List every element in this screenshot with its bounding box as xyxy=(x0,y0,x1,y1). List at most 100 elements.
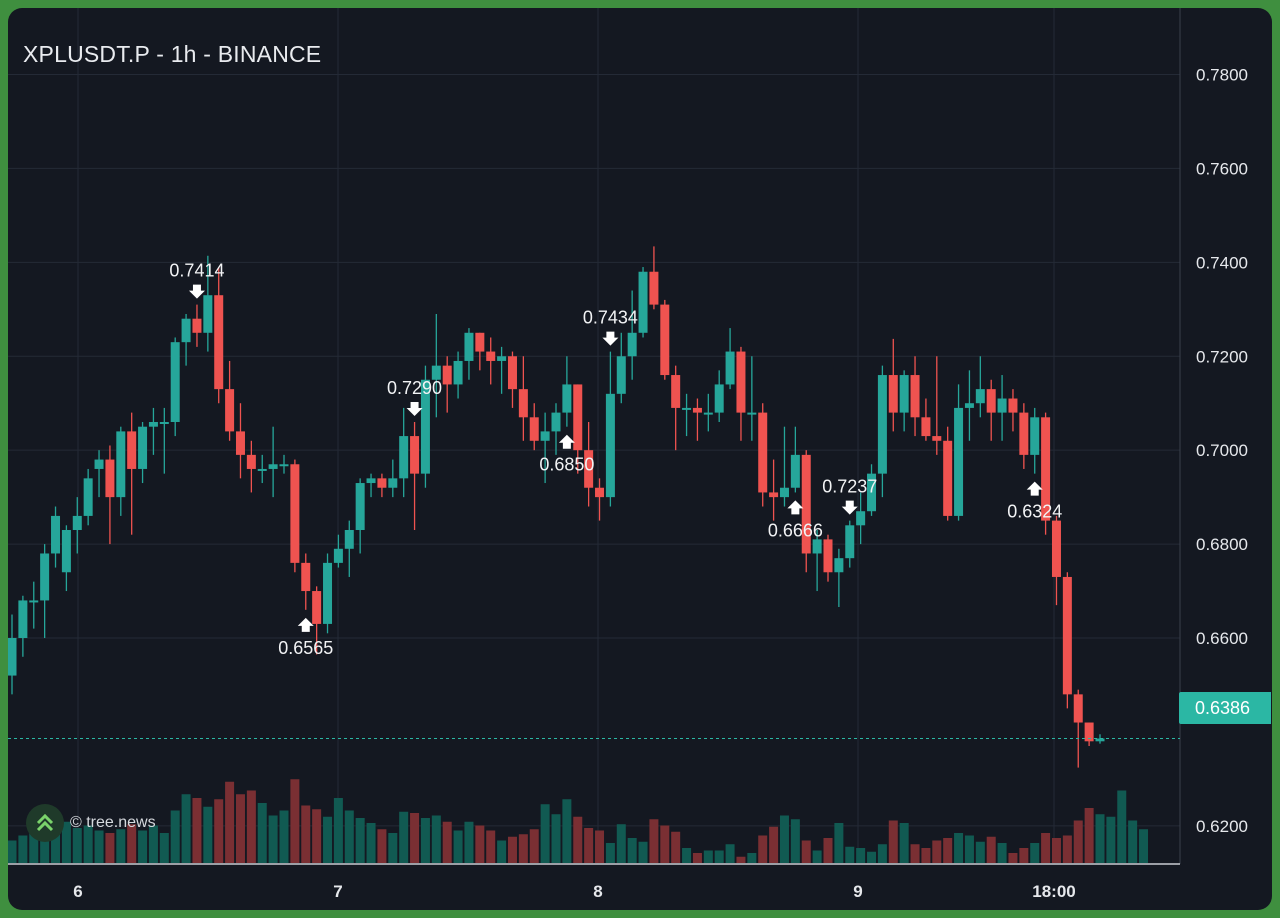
candle-body xyxy=(148,422,158,427)
y-tick-label: 0.7000 xyxy=(1196,441,1248,460)
candle-body xyxy=(431,365,441,380)
volume-bar xyxy=(181,794,191,863)
volume-bar xyxy=(388,833,398,863)
candle-body xyxy=(975,389,985,404)
candle-body xyxy=(290,464,300,563)
candle-body xyxy=(235,431,245,455)
candle-body xyxy=(83,478,93,516)
y-tick-label: 0.6600 xyxy=(1196,629,1248,648)
candle-body xyxy=(257,468,267,471)
candle-body xyxy=(845,525,855,559)
candle-body xyxy=(388,478,398,488)
volume-bar xyxy=(290,779,300,863)
up-arrow-icon xyxy=(558,434,575,449)
volume-bar xyxy=(736,856,746,863)
volume-bar xyxy=(1051,838,1061,863)
swing-low-label: 0.6324 xyxy=(1007,502,1062,522)
candle-body xyxy=(790,454,800,488)
candle-body xyxy=(181,318,191,343)
volume-bar xyxy=(943,838,953,863)
candle-body xyxy=(344,530,354,549)
swing-high-label: 0.7237 xyxy=(822,477,877,497)
volume-bar xyxy=(235,794,245,863)
candle-body xyxy=(877,375,887,474)
volume-bar xyxy=(997,843,1007,863)
volume-bar xyxy=(127,824,137,863)
volume-bar xyxy=(1117,790,1127,863)
candle-body xyxy=(214,295,224,390)
candle-body xyxy=(595,487,605,498)
volume-bar xyxy=(540,804,550,863)
up-arrow-icon xyxy=(1026,481,1043,496)
candle-body xyxy=(29,600,39,603)
volume-bar xyxy=(1019,848,1029,863)
candle-body xyxy=(834,558,844,573)
candle-body xyxy=(692,407,702,413)
candle-body xyxy=(355,483,365,530)
candle-body xyxy=(1062,576,1072,695)
volume-bar xyxy=(431,815,441,863)
candle-body xyxy=(638,271,648,333)
y-tick-label: 0.7200 xyxy=(1196,347,1248,366)
candle-body xyxy=(225,389,235,432)
watermark: © tree.news xyxy=(26,804,156,842)
candle-body xyxy=(1073,694,1083,723)
volume-bar xyxy=(692,853,702,863)
candle-body xyxy=(954,407,964,516)
volume-bar xyxy=(148,825,158,863)
candle-body xyxy=(279,464,289,467)
candle-body xyxy=(540,431,550,441)
down-arrow-icon xyxy=(841,500,858,515)
volume-bar xyxy=(268,815,278,863)
volume-bar xyxy=(856,848,866,863)
y-tick-label: 0.7400 xyxy=(1196,253,1248,272)
volume-bar xyxy=(116,829,126,863)
candle-body xyxy=(61,530,71,573)
candle-body xyxy=(8,638,17,676)
volume-bar xyxy=(312,809,322,863)
volume-bar xyxy=(1084,808,1094,863)
volume-bar xyxy=(921,848,931,863)
candle-body xyxy=(51,515,61,554)
candle-body xyxy=(464,332,474,361)
volume-bar xyxy=(453,830,463,863)
candlestick-chart[interactable]: 0.7414 0.6565 0.7290 0.6850 0.7434 0.6666 0.72… xyxy=(8,8,1272,910)
swing-high-label: 0.7414 xyxy=(169,261,224,281)
x-tick-label: 18:00 xyxy=(1032,882,1075,901)
down-arrow-icon xyxy=(602,331,619,346)
watermark-text: © tree.news xyxy=(70,814,156,831)
candle-body xyxy=(551,412,561,432)
candles xyxy=(8,246,1105,768)
volume-bar xyxy=(801,840,811,863)
volume-bar xyxy=(845,846,855,863)
volume-bar xyxy=(257,803,267,863)
y-tick-label: 0.6200 xyxy=(1196,817,1248,836)
volume-bar xyxy=(170,810,180,863)
volume-bar xyxy=(627,838,637,863)
volume-bar xyxy=(779,815,789,863)
volume-bar xyxy=(377,829,387,863)
candle-body xyxy=(779,487,789,498)
volume-bar xyxy=(867,851,877,863)
volume-bar xyxy=(812,850,822,863)
volume-bar xyxy=(986,836,996,863)
candle-body xyxy=(333,548,343,563)
volume-bar xyxy=(83,825,93,863)
volume-bar xyxy=(214,799,224,863)
candle-body xyxy=(573,384,583,451)
volume-bar xyxy=(323,816,333,863)
volume-bar xyxy=(703,850,713,863)
volume-bar xyxy=(333,798,343,863)
x-tick-label: 6 xyxy=(73,882,82,901)
volume-bar xyxy=(246,790,256,863)
volume-bar xyxy=(638,841,648,863)
x-tick-label: 8 xyxy=(593,882,602,901)
candle-body xyxy=(1030,417,1040,455)
volume-bar xyxy=(573,816,583,863)
candle-body xyxy=(747,412,757,415)
candle-body xyxy=(964,403,974,408)
volume-bar xyxy=(475,825,485,863)
candle-body xyxy=(159,422,169,424)
volume-bar xyxy=(823,838,833,863)
swing-annotations: 0.7414 0.6565 0.7290 0.6850 0.7434 0.6666 0.72… xyxy=(169,261,1062,658)
